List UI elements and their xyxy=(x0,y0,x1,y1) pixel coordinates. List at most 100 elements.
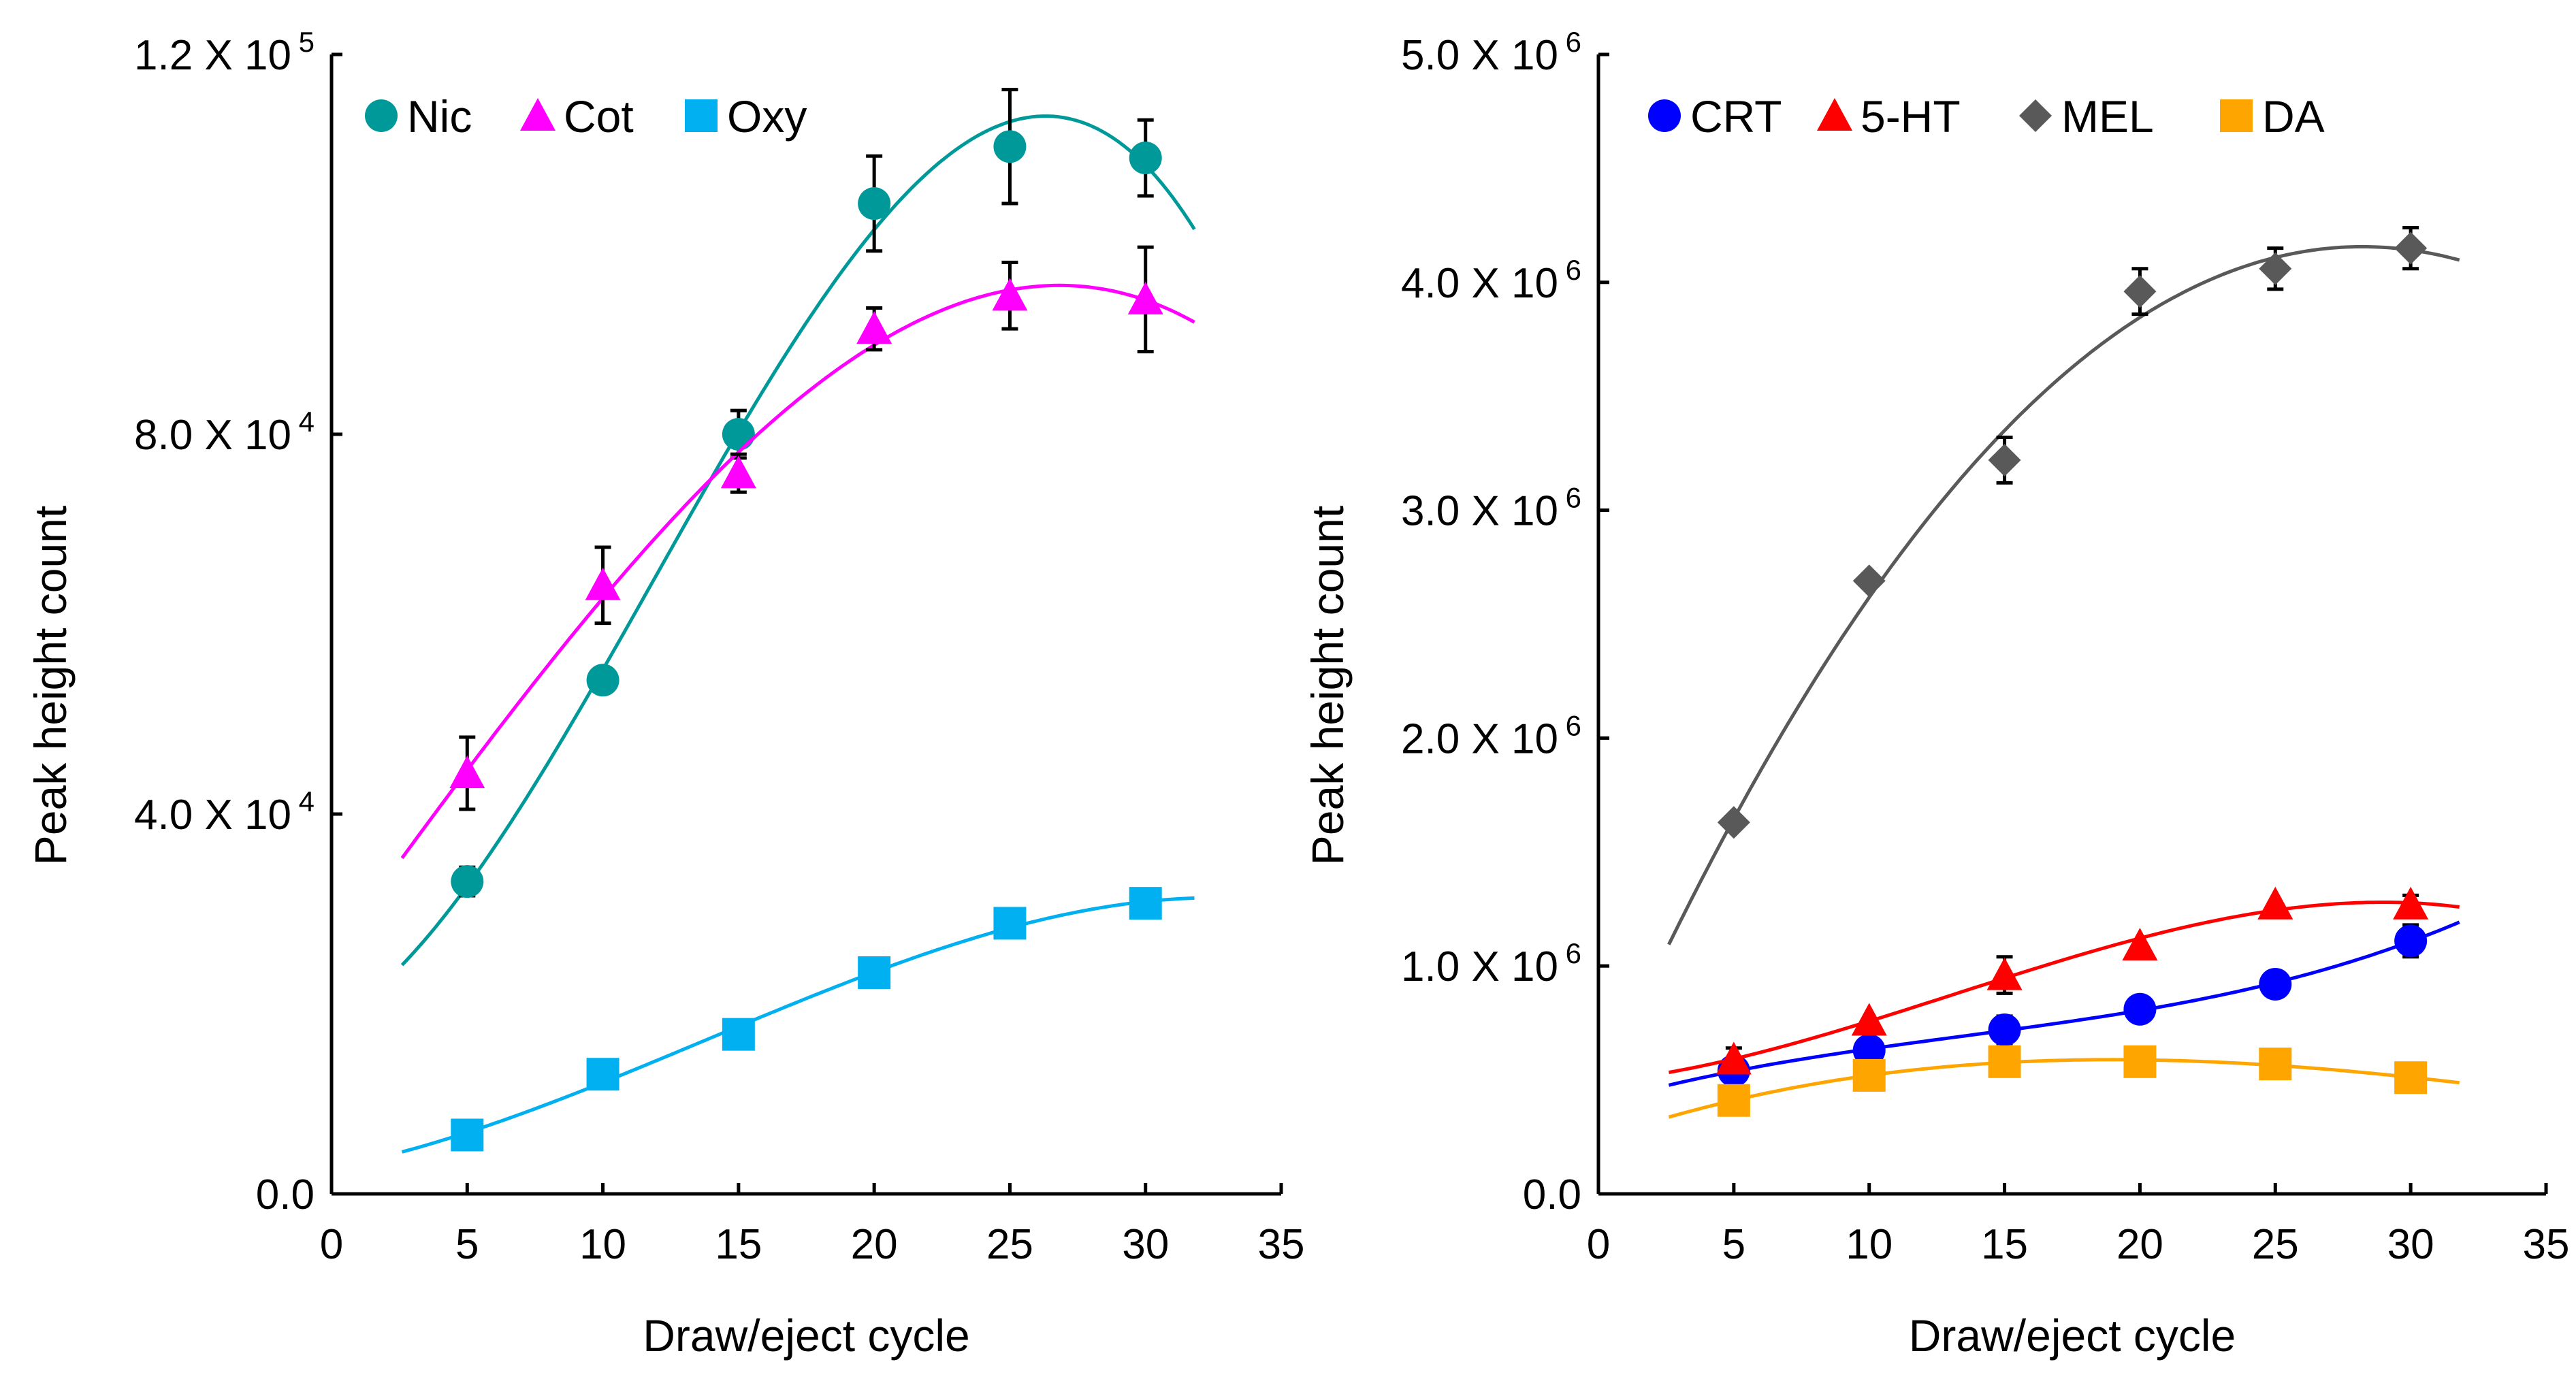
fit-curve xyxy=(1668,920,2460,1087)
y-tick-exponent: 6 xyxy=(1566,26,1581,58)
legend-label: MEL xyxy=(2061,91,2154,142)
data-point xyxy=(2259,1048,2292,1081)
legend-item-cot: Cot xyxy=(520,91,634,142)
data-point xyxy=(2123,1045,2157,1078)
data-point xyxy=(2257,886,2293,920)
x-tick-label: 20 xyxy=(2116,1221,2163,1268)
data-point xyxy=(1852,1058,1886,1092)
legend-item-5-ht: 5-HT xyxy=(1817,91,1961,142)
data-point xyxy=(586,664,619,697)
legend-marker-triangle-icon xyxy=(520,98,556,131)
y-tick-label: 0.0 xyxy=(1523,1171,1581,1218)
data-point xyxy=(2394,924,2428,958)
x-tick-label: 35 xyxy=(2523,1221,2570,1268)
data-point xyxy=(1988,1013,2021,1046)
data-point xyxy=(856,311,892,344)
data-point xyxy=(722,418,755,451)
legend-label: CRT xyxy=(1690,91,1782,142)
x-tick-label: 35 xyxy=(1258,1221,1305,1268)
series-da xyxy=(1668,1045,2460,1119)
series-nic xyxy=(400,88,1196,967)
y-tick-label: 4.0 X 10 xyxy=(1401,260,1558,307)
legend-marker-circle-icon xyxy=(365,99,398,132)
y-axis-label: Peak height count xyxy=(25,506,76,865)
x-tick-label: 10 xyxy=(579,1221,626,1268)
data-point xyxy=(1129,142,1162,175)
x-axis-label: Draw/eject cycle xyxy=(1909,1310,2236,1361)
x-axis-label: Draw/eject cycle xyxy=(643,1310,969,1361)
chart-panel-2: 0 5 10 15 20 25 30 350.01.0 X 10 62.0 X 10 63.0 X… xyxy=(1302,26,2569,1361)
fit-curve xyxy=(1668,901,2460,1074)
data-point xyxy=(993,907,1027,940)
data-point xyxy=(2122,928,2158,961)
data-point xyxy=(993,130,1027,163)
data-point xyxy=(2123,992,2157,1026)
x-tick-label: 0 xyxy=(320,1221,343,1268)
data-point xyxy=(858,187,891,221)
y-tick-exponent: 5 xyxy=(299,26,315,58)
y-tick-exponent: 4 xyxy=(299,785,315,817)
data-point xyxy=(722,1018,755,1051)
data-point xyxy=(585,567,621,600)
data-point xyxy=(2259,967,2292,1001)
y-tick-label: 0.0 xyxy=(256,1171,315,1218)
legend-marker-square-icon xyxy=(685,99,718,132)
legend-label: DA xyxy=(2262,91,2325,142)
x-tick-label: 30 xyxy=(1122,1221,1169,1268)
legend-item-nic: Nic xyxy=(365,91,472,142)
fit-curve xyxy=(400,283,1195,860)
fit-curve xyxy=(1667,244,2460,945)
y-tick-label: 3.0 X 10 xyxy=(1401,488,1558,535)
x-tick-label: 15 xyxy=(715,1221,762,1268)
x-tick-label: 25 xyxy=(2252,1221,2299,1268)
legend-marker-diamond-icon xyxy=(2019,99,2052,132)
x-tick-label: 10 xyxy=(1846,1221,1893,1268)
data-point xyxy=(2394,231,2428,265)
y-tick-exponent: 6 xyxy=(1566,937,1581,969)
data-point xyxy=(858,956,891,989)
x-tick-label: 5 xyxy=(455,1221,479,1268)
data-point xyxy=(2123,275,2157,308)
x-tick-label: 25 xyxy=(986,1221,1033,1268)
x-tick-label: 30 xyxy=(2387,1221,2434,1268)
series-crt xyxy=(1668,920,2460,1088)
data-point xyxy=(449,756,485,789)
legend-item-oxy: Oxy xyxy=(685,91,807,142)
series-oxy xyxy=(401,887,1195,1154)
legend-item-mel: MEL xyxy=(2019,91,2154,142)
fit-curve xyxy=(401,896,1195,1154)
legend-marker-triangle-icon xyxy=(1817,98,1852,131)
y-tick-label: 2.0 X 10 xyxy=(1401,715,1558,762)
x-tick-label: 20 xyxy=(851,1221,898,1268)
legend-label: Nic xyxy=(407,91,472,142)
y-tick-exponent: 4 xyxy=(299,406,315,438)
data-point xyxy=(1717,1084,1750,1117)
data-point xyxy=(586,1058,619,1091)
legend-marker-square-icon xyxy=(2220,99,2253,132)
data-point xyxy=(1852,564,1886,598)
data-point xyxy=(720,455,756,489)
data-point xyxy=(1988,443,2021,476)
y-tick-label: 1.0 X 10 xyxy=(1401,943,1558,990)
legend-item-da: DA xyxy=(2220,91,2325,142)
y-axis-label: Peak height count xyxy=(1302,506,1353,865)
data-point xyxy=(1851,1003,1887,1036)
fit-curve xyxy=(1668,1058,2460,1119)
y-tick-exponent: 6 xyxy=(1566,482,1581,514)
data-point xyxy=(1716,1041,1752,1075)
y-tick-label: 1.2 X 10 xyxy=(134,32,291,79)
series-cot xyxy=(400,245,1195,860)
data-point xyxy=(2394,1061,2428,1094)
data-point xyxy=(2393,886,2429,920)
y-tick-exponent: 6 xyxy=(1566,254,1581,286)
data-point xyxy=(1129,887,1162,920)
fit-curve xyxy=(400,114,1196,967)
y-tick-label: 5.0 X 10 xyxy=(1401,32,1558,79)
data-point xyxy=(1986,957,2023,990)
series-5-ht xyxy=(1668,886,2460,1075)
x-tick-label: 0 xyxy=(1587,1221,1610,1268)
data-point xyxy=(451,1118,484,1152)
data-point xyxy=(1988,1045,2021,1078)
data-point xyxy=(451,865,484,898)
